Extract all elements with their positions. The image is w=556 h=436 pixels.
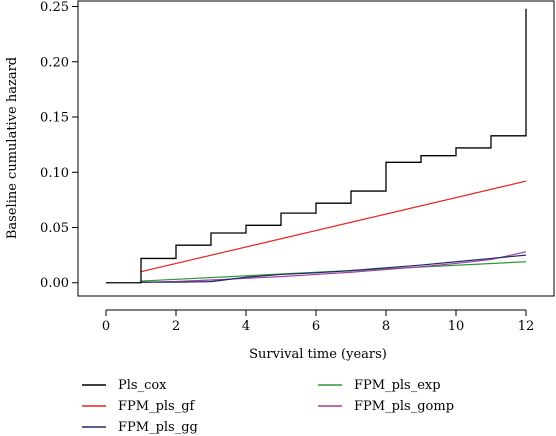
- y-tick-label: 0.15: [40, 111, 69, 126]
- series-line-pls-cox: [106, 8, 527, 284]
- x-tick-label: 12: [518, 319, 535, 334]
- legend-label-fpm-pls-gg: FPM_pls_gg: [118, 420, 198, 435]
- x-tick-label: 4: [242, 319, 250, 334]
- y-tick-label: 0.00: [40, 276, 69, 291]
- x-axis: 0 2 4 6 8 10 12: [102, 309, 535, 334]
- x-tick-label: 6: [312, 319, 320, 334]
- legend-label-fpm-pls-exp: FPM_pls_exp: [354, 378, 441, 393]
- legend-label-fpm-pls-gomp: FPM_pls_gomp: [354, 399, 454, 414]
- y-tick-label: 0.05: [40, 221, 69, 236]
- series-layer: [106, 8, 527, 284]
- series-line-fpm-pls-gomp: [140, 251, 527, 284]
- legend-label-fpm-pls-gf: FPM_pls_gf: [118, 399, 196, 414]
- y-tick-label: 0.25: [40, 0, 69, 15]
- x-tick-label: 2: [172, 319, 180, 334]
- legend: Pls_cox FPM_pls_gf FPM_pls_gg FPM_pls_exp FP…: [82, 378, 454, 435]
- y-tick-label: 0.10: [40, 166, 69, 181]
- x-tick-label: 8: [382, 319, 390, 334]
- y-axis: 0.00 0.05 0.10 0.15 0.20 0.25: [40, 0, 78, 291]
- y-axis-title: Baseline cumulative hazard: [5, 57, 20, 239]
- legend-label-pls-cox: Pls_cox: [118, 378, 167, 393]
- series-line-fpm-pls-gf: [140, 180, 527, 273]
- y-tick-label: 0.20: [40, 55, 69, 70]
- x-tick-label: 0: [102, 319, 110, 334]
- series-line-fpm-pls-gg: [141, 254, 527, 283]
- x-axis-title: Survival time (years): [249, 347, 387, 362]
- plot-frame: [77, 0, 555, 297]
- x-tick-label: 10: [448, 319, 465, 334]
